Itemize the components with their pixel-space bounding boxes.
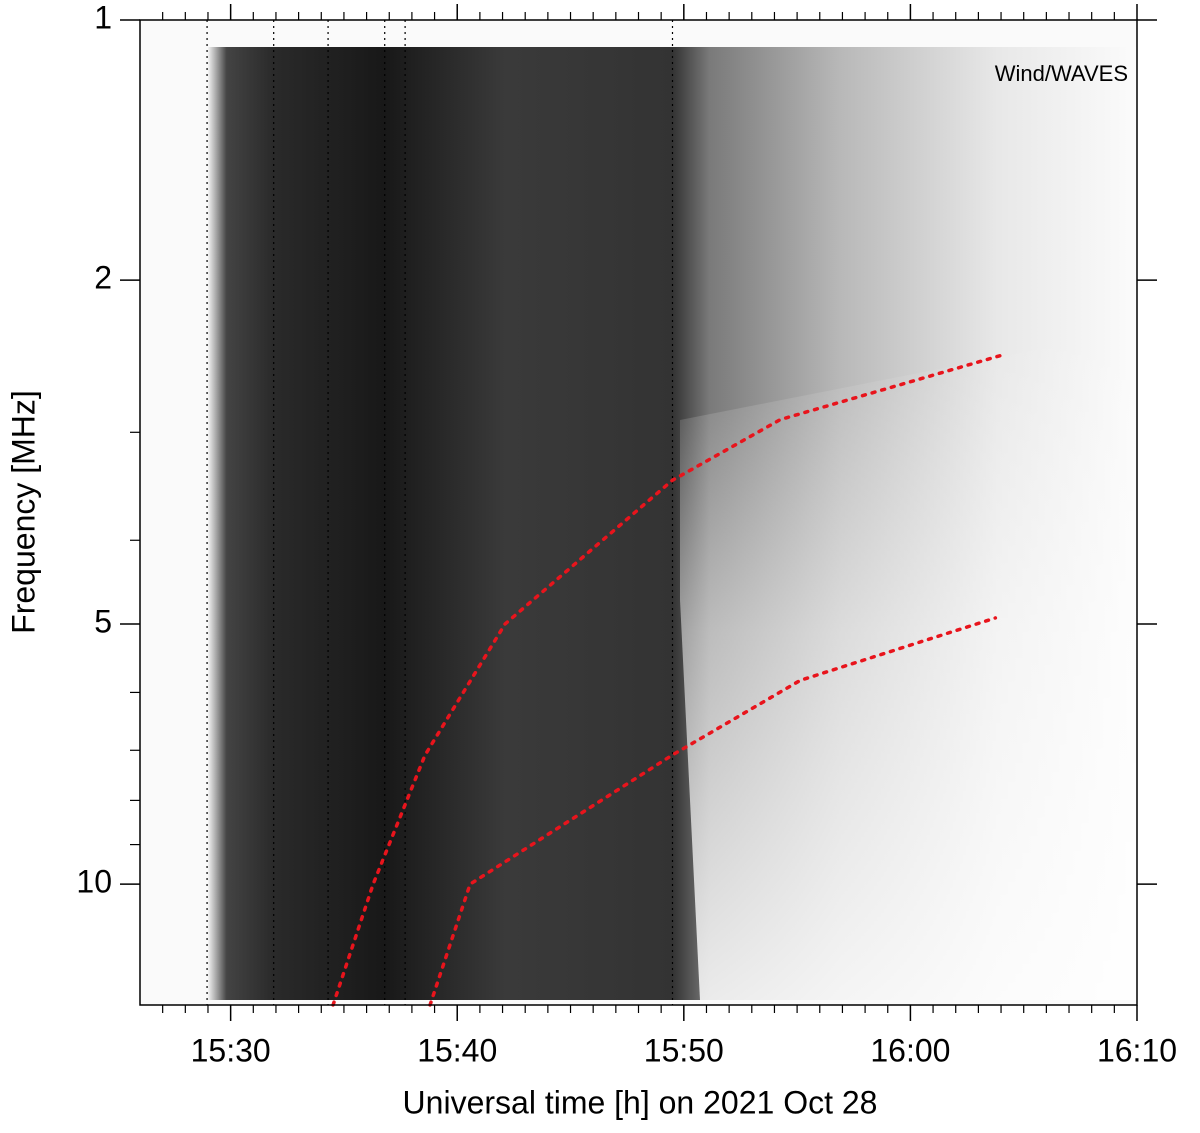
x-tick-label: 16:00	[870, 1032, 950, 1068]
x-tick-label: 15:50	[644, 1032, 724, 1068]
fit-curve	[428, 616, 998, 1007]
spectrogram-fade	[680, 330, 1137, 1000]
x-tick-label: 15:40	[417, 1032, 497, 1068]
y-tick-label: 2	[94, 260, 112, 296]
annotation: Wind/WAVES	[995, 61, 1128, 86]
x-axis-title: Universal time [h] on 2021 Oct 28	[403, 1084, 878, 1120]
y-axis-title: Frequency [MHz]	[5, 390, 41, 634]
x-tick-label: 16:10	[1097, 1032, 1177, 1068]
y-tick-label: 5	[94, 603, 112, 639]
x-tick-label: 15:30	[191, 1032, 271, 1068]
y-tick-label: 10	[76, 864, 112, 900]
y-tick-label: 1	[94, 0, 112, 35]
fit-curve	[331, 353, 1006, 1007]
